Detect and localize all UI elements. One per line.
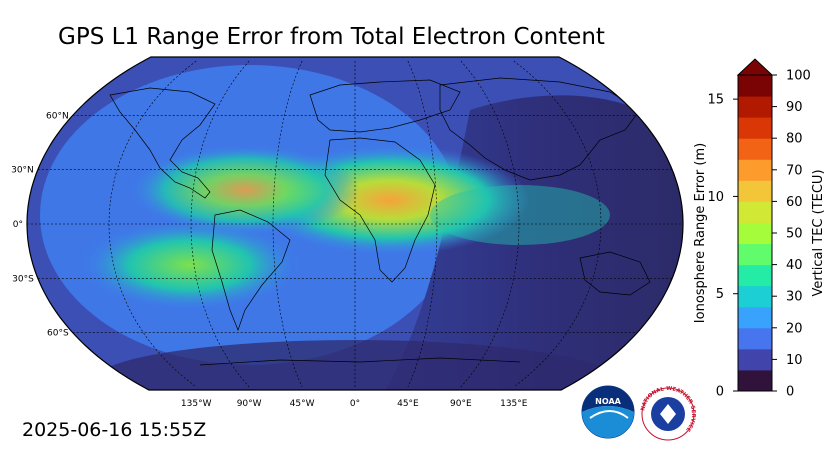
coastlines — [109, 77, 651, 366]
colorbar-left-ticks: 0 5 10 15 — [707, 93, 738, 400]
latitude-label: 0° — [13, 220, 23, 230]
colorbar-right-tick-label: 70 — [786, 163, 803, 178]
valid-timestamp: 2025-06-16 15:55Z — [22, 419, 207, 441]
meridian-line — [272, 60, 303, 388]
latitude-label: 30°N — [11, 166, 34, 176]
latitude-label: 60°S — [47, 329, 69, 339]
colorbar-left-tick-label: 10 — [707, 190, 724, 205]
coast-antarctica — [199, 357, 521, 366]
chart-title: GPS L1 Range Error from Total Electron C… — [58, 24, 605, 50]
meridian-line — [460, 60, 520, 388]
colorbar-right-tick-label: 10 — [786, 353, 803, 368]
colorbar-right-tick-label: 60 — [786, 195, 803, 210]
colorbar-right-tick-label: 80 — [786, 132, 803, 147]
colorbar-segment — [738, 75, 772, 97]
longitude-label: 45°W — [290, 399, 315, 409]
colorbar-segment — [738, 306, 772, 329]
meridian-line — [407, 60, 438, 388]
colorbar-right-tick-label: 0 — [786, 385, 794, 400]
longitude-label: 45°E — [397, 399, 419, 409]
tec-indian-ocean-crest — [430, 185, 610, 245]
meridian-line — [513, 60, 602, 388]
colorbar-right-ticks: 0 10 20 30 40 50 60 70 80 90 100 — [772, 69, 811, 400]
coast-south-america — [211, 209, 291, 331]
colorbar-right-label: Vertical TEC (TECU) — [811, 169, 826, 296]
colorbar-segment — [738, 285, 772, 308]
coast-africa — [324, 137, 436, 283]
colorbar-left-label: Ionosphere Range Error (m) — [693, 143, 708, 323]
colorbar-right-tick-label: 90 — [786, 100, 803, 115]
longitude-label: 135°E — [500, 399, 528, 409]
map-outline — [26, 56, 684, 391]
coast-europe — [309, 79, 461, 133]
colorbar-right-tick-label: 50 — [786, 227, 803, 242]
nws-logo-emblem — [660, 404, 676, 424]
colorbar-segment — [738, 327, 772, 350]
colorbar-segment — [738, 159, 772, 181]
latitude-label: 60°N — [46, 111, 69, 121]
coast-australia — [579, 251, 651, 296]
noaa-logo: NOAA — [581, 385, 635, 439]
colorbar-left-tick-label: 15 — [707, 93, 724, 108]
noaa-logo-top — [582, 386, 634, 412]
meridian-line — [190, 60, 250, 388]
latitude-label: 30°S — [12, 274, 34, 284]
tec-equatorial-anomaly-atlantic — [130, 145, 360, 235]
noaa-logo-text: NOAA — [595, 397, 621, 406]
colorbar-segment — [738, 348, 772, 371]
coast-north-america — [109, 87, 216, 199]
colorbar-segment — [738, 117, 772, 139]
latitude-labels: 60°N 30°N 0° 30°S 60°S — [11, 111, 69, 338]
longitude-label: 0° — [350, 399, 360, 409]
coast-asia — [439, 77, 641, 181]
colorbar-segment — [738, 180, 772, 202]
colorbar-right-tick-label: 40 — [786, 258, 803, 273]
nws-logo: NATIONAL WEATHER SERVICE — [640, 386, 696, 441]
tec-southern-crest — [80, 220, 300, 310]
longitude-label: 90°E — [450, 399, 472, 409]
meridian-line — [108, 60, 197, 388]
colorbar-right-tick-label: 100 — [786, 69, 811, 84]
noaa-logo-gull — [589, 410, 629, 419]
colorbar-segments — [738, 75, 772, 392]
colorbar-right-tick-label: 30 — [786, 290, 803, 305]
colorbar-segment — [738, 201, 772, 223]
colorbar-left-tick-label: 5 — [716, 287, 724, 302]
colorbar-segment — [738, 243, 772, 266]
colorbar-segment — [738, 96, 772, 118]
graticule — [27, 60, 683, 388]
longitude-labels: 135°W 90°W 45°W 0° 45°E 90°E 135°E — [181, 399, 528, 409]
longitude-label: 135°W — [181, 399, 212, 409]
longitude-label: 90°W — [237, 399, 262, 409]
colorbar-left-tick-label: 0 — [716, 385, 724, 400]
colorbar-segment — [738, 264, 772, 287]
colorbar-segment — [738, 138, 772, 160]
colorbar-segment — [738, 222, 772, 245]
colorbar-segment — [738, 369, 772, 392]
colorbar-right-tick-label: 20 — [786, 321, 803, 336]
